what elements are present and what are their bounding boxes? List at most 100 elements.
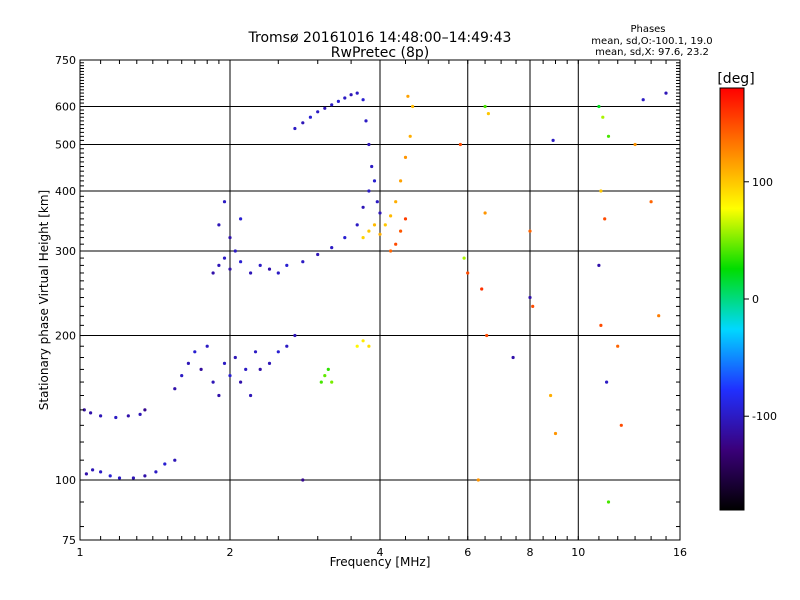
data-point <box>616 344 620 348</box>
data-point <box>193 350 197 354</box>
data-point <box>285 263 289 267</box>
data-point <box>131 476 135 480</box>
data-point <box>173 387 177 391</box>
data-point <box>180 374 184 378</box>
data-point <box>349 93 353 97</box>
chart-subtitle: RwPretec (8p) <box>331 45 429 61</box>
data-point <box>606 134 611 138</box>
data-point <box>330 103 334 107</box>
data-point <box>205 344 209 348</box>
data-point <box>323 374 327 378</box>
data-point <box>336 99 340 103</box>
data-point <box>258 263 262 267</box>
data-point <box>408 134 412 138</box>
data-point <box>249 271 253 275</box>
data-point <box>375 200 379 204</box>
data-point <box>378 211 382 215</box>
y-axis-label: Stationary phase Virtual Height [km] <box>37 190 51 410</box>
data-point <box>367 344 371 348</box>
grid-lines <box>80 60 680 540</box>
data-point <box>355 223 359 227</box>
data-point <box>406 94 410 98</box>
data-point <box>293 333 297 338</box>
data-point <box>399 179 403 183</box>
data-point <box>528 295 532 300</box>
data-point <box>239 380 243 384</box>
data-point <box>367 229 371 233</box>
phases-x-stats: mean, sd,X: 97.6, 23.2 <box>595 47 709 58</box>
data-point <box>239 260 243 264</box>
data-point <box>399 229 403 233</box>
data-point <box>233 355 237 360</box>
data-point <box>217 263 221 267</box>
data-point <box>458 142 462 147</box>
data-point <box>126 414 130 418</box>
data-point <box>364 119 368 123</box>
data-point <box>403 155 408 159</box>
data-point <box>641 98 645 102</box>
colorbar <box>719 87 745 511</box>
data-point <box>378 232 382 236</box>
data-point <box>228 374 232 378</box>
data-point <box>91 468 95 472</box>
x-tick-label: 10 <box>571 546 585 559</box>
data-point <box>316 252 320 257</box>
colorbar-ticks: 100 0 -100 <box>744 176 777 423</box>
data-point <box>143 474 147 478</box>
data-point <box>326 367 330 371</box>
data-point <box>308 115 312 119</box>
y-tick-label: 100 <box>55 474 76 487</box>
data-point <box>551 138 555 142</box>
data-point <box>372 223 377 227</box>
data-point <box>372 179 377 183</box>
x-tick-label: 6 <box>464 546 471 559</box>
x-tick-label: 16 <box>673 546 687 559</box>
data-point <box>355 91 359 95</box>
data-point <box>553 431 558 436</box>
x-tick-label: 2 <box>227 546 234 559</box>
plot-area: 1 2 4 6 8 10 16 75 100 200 300 400 500 600 750 <box>55 54 687 559</box>
data-point <box>599 323 603 327</box>
data-point <box>267 267 272 271</box>
data-point <box>597 104 601 109</box>
data-point <box>89 411 93 415</box>
data-point <box>301 260 305 264</box>
data-point <box>99 470 103 474</box>
data-point <box>649 200 653 204</box>
data-point <box>599 189 603 193</box>
colorbar-label: [deg] <box>717 71 754 87</box>
y-axis-ticks: 75 100 200 300 400 500 600 750 <box>55 54 680 547</box>
data-point <box>138 412 142 416</box>
data-point <box>258 367 262 371</box>
x-axis-ticks: 1 2 4 6 8 10 16 <box>77 60 687 559</box>
data-point <box>217 223 221 227</box>
data-point <box>211 380 215 384</box>
data-point <box>84 472 88 476</box>
data-point <box>389 249 393 253</box>
y-tick-label: 400 <box>55 185 76 198</box>
data-point <box>343 96 347 100</box>
data-point <box>316 110 320 114</box>
data-point <box>99 414 103 418</box>
data-point <box>606 500 611 504</box>
y-tick-label: 200 <box>55 330 76 343</box>
data-point <box>199 367 203 371</box>
data-point <box>619 423 623 427</box>
data-point <box>531 304 535 308</box>
data-point <box>343 236 347 240</box>
data-point <box>511 355 515 360</box>
data-point <box>293 126 297 131</box>
colorbar-tick-label: -100 <box>752 410 777 423</box>
data-point <box>163 462 167 466</box>
data-point <box>466 271 470 275</box>
y-tick-label: 500 <box>55 139 76 152</box>
y-tick-label: 300 <box>55 245 76 258</box>
data-point <box>601 115 605 119</box>
data-point <box>244 367 248 371</box>
data-point <box>355 344 359 348</box>
data-point <box>114 415 118 420</box>
data-point <box>233 249 237 253</box>
x-tick-label: 8 <box>527 546 534 559</box>
data-point <box>330 246 334 250</box>
